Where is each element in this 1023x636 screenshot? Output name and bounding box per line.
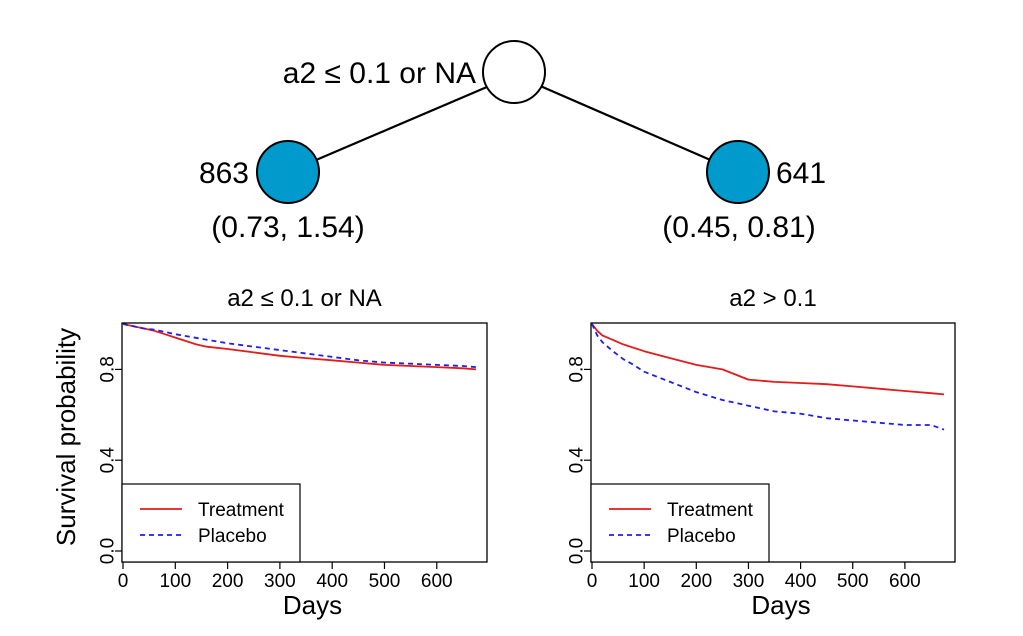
tree-right-interval: (0.45, 0.81)	[662, 211, 815, 244]
legend-box	[121, 483, 301, 563]
x-tick-label: 0	[587, 571, 598, 592]
chart-title: a2 ≤ 0.1 or NA	[227, 285, 382, 312]
legend-label-placebo: Placebo	[667, 526, 736, 547]
x-tick-label: 100	[628, 571, 660, 592]
x-tick-label: 200	[212, 571, 244, 592]
tree-split-label: a2 ≤ 0.1 or NA	[283, 57, 476, 90]
x-tick-label: 500	[369, 571, 401, 592]
survival-plot-left: a2 ≤ 0.1 or NA 0 100 200 300 400 500 600 0.0 0.4 0…	[51, 285, 488, 620]
tree-right-count: 641	[776, 157, 826, 190]
tree-left-count: 863	[199, 157, 249, 190]
legend-label-treatment: Treatment	[667, 500, 754, 521]
plot-frame	[121, 322, 488, 563]
x-tick-label: 600	[421, 571, 453, 592]
tree-root-node	[482, 40, 546, 104]
x-tick-label: 300	[264, 571, 296, 592]
legend-label-treatment: Treatment	[198, 500, 285, 521]
x-tick-label: 500	[837, 571, 869, 592]
y-tick-label: 0.0	[567, 538, 588, 564]
y-axis-title: Survival probability	[51, 328, 81, 546]
x-tick-label: 400	[785, 571, 817, 592]
y-tick-label: 0.8	[98, 356, 119, 382]
x-tick-label: 300	[733, 571, 765, 592]
x-tick-label: 400	[316, 571, 348, 592]
series-line-treatment	[122, 323, 477, 371]
y-tick-label: 0.4	[98, 447, 119, 474]
legend-box	[590, 483, 770, 563]
x-tick-label: 0	[118, 571, 129, 592]
y-tick-label: 0.8	[567, 356, 588, 382]
x-axis-title: Days	[751, 590, 810, 620]
x-axis-title: Days	[283, 590, 342, 620]
legend-label-placebo: Placebo	[198, 526, 267, 547]
tree-right-node	[706, 140, 770, 204]
series-line-placebo	[591, 323, 945, 431]
tree-diagram: a2 ≤ 0.1 or NA 863 (0.73, 1.54) 641 (0.4…	[199, 40, 826, 244]
tree-left-node	[256, 140, 320, 204]
series-line-placebo	[122, 323, 477, 368]
x-tick-label: 600	[889, 571, 921, 592]
series-line-treatment	[591, 323, 945, 396]
y-tick-label: 0.0	[98, 538, 119, 564]
survival-plot-right: a2 > 0.1 0 100 200 300 400 500 600 0.0 0.4 0.8 Days…	[567, 285, 956, 620]
tree-edge-left	[287, 73, 516, 174]
y-tick-label: 0.4	[567, 447, 588, 474]
x-tick-label: 200	[680, 571, 712, 592]
tree-edge-right	[514, 73, 739, 174]
plot-frame	[590, 322, 956, 563]
tree-left-interval: (0.73, 1.54)	[211, 211, 364, 244]
chart-title: a2 > 0.1	[729, 285, 816, 312]
x-tick-label: 100	[159, 571, 191, 592]
